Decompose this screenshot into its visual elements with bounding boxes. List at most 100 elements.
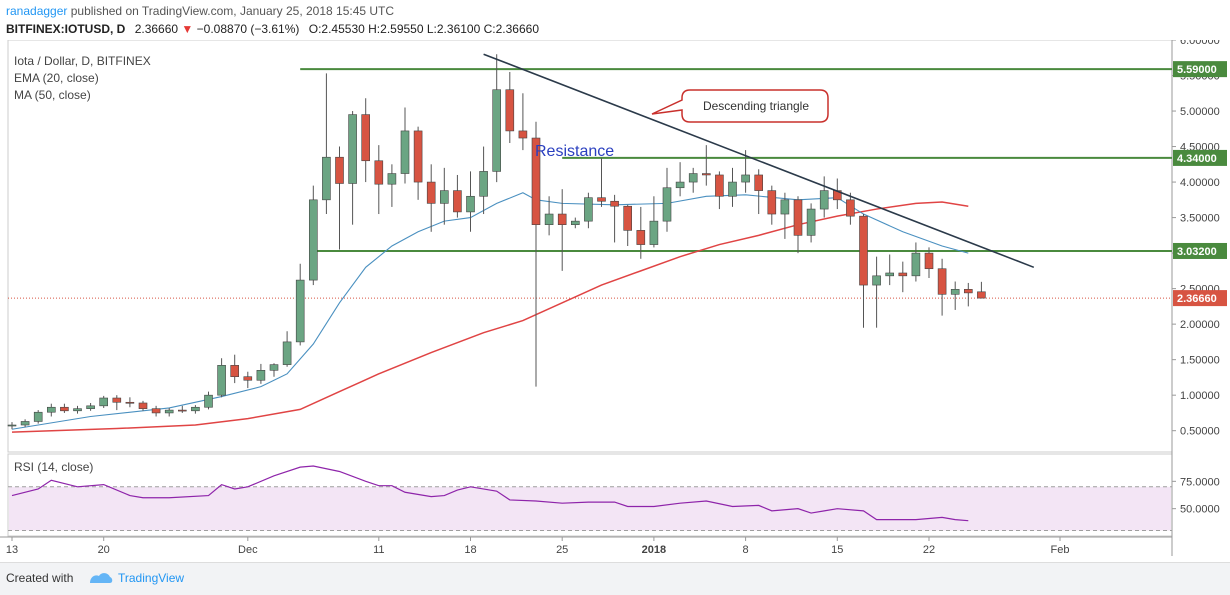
ma50-line: [11, 201, 969, 433]
candle-body: [400, 130, 410, 174]
resistance-annotation: Resistance: [535, 143, 614, 160]
candle-body: [125, 401, 135, 404]
candle-body: [688, 173, 698, 183]
candle-body: [675, 181, 685, 189]
level-price-label: 3.03200: [1177, 246, 1217, 258]
x-tick-label: Feb: [1051, 544, 1070, 556]
candle-body: [322, 156, 331, 201]
price-chart[interactable]: 6.000005.500005.000004.500004.000003.500…: [0, 35, 1230, 560]
candle-body: [570, 220, 580, 225]
x-tick-label: 11: [373, 544, 384, 556]
y-tick-label: 0.50000: [1180, 426, 1220, 438]
candle-body: [846, 199, 855, 217]
candle-body: [191, 406, 200, 412]
x-tick-label: 8: [743, 544, 749, 556]
triangle-annotation: Descending triangle: [703, 99, 809, 113]
triangle-callout-box: [651, 89, 829, 123]
candle-body: [138, 402, 148, 409]
level-price-badge: [1173, 242, 1227, 259]
tradingview-logo-icon[interactable]: [88, 570, 114, 586]
candle-body: [963, 289, 973, 294]
candle-body: [584, 197, 593, 222]
candle-body: [701, 173, 711, 176]
candle-body: [204, 394, 213, 408]
candle-body: [466, 195, 475, 213]
candle-body: [99, 397, 108, 407]
candle-body: [793, 199, 803, 236]
candle-body: [33, 411, 43, 422]
chart-header: ranadagger published on TradingView.com,…: [0, 0, 1230, 40]
author-link[interactable]: ranadagger: [6, 4, 68, 18]
rsi-line: [11, 465, 969, 522]
x-tick-label: 15: [831, 544, 843, 556]
ohlc-low: L:2.36100: [426, 22, 481, 36]
candle-body: [387, 173, 397, 185]
symbol-label: BITFINEX:IOTUSD, D: [6, 22, 126, 36]
candle-body: [623, 205, 633, 231]
candle-body: [662, 187, 672, 222]
candle-body: [230, 365, 239, 378]
candle-body: [492, 89, 502, 172]
footer-bar: Created with TradingView: [0, 562, 1230, 595]
candle-body: [164, 409, 174, 414]
y-tick-label: 5.00000: [1180, 106, 1220, 118]
down-arrow-icon: ▼: [181, 22, 194, 36]
ema20-line: [11, 192, 969, 430]
candle-body: [60, 406, 69, 412]
chart-title: Iota / Dollar, D, BITFINEX: [14, 54, 151, 68]
publish-line: ranadagger published on TradingView.com,…: [6, 4, 394, 18]
candle-body: [531, 137, 541, 225]
candle-body: [505, 89, 515, 132]
candle-body: [885, 272, 895, 277]
candle-body: [597, 197, 606, 202]
candle-body: [859, 215, 868, 286]
y-tick-label: 4.00000: [1180, 177, 1220, 189]
candle-body: [950, 289, 960, 295]
candle-body: [754, 174, 764, 191]
created-with-text: Created with: [6, 571, 74, 585]
ma-legend: MA (50, close): [14, 88, 91, 102]
candle-body: [20, 421, 30, 426]
x-tick-label: Dec: [238, 544, 258, 556]
candle-body: [544, 213, 554, 225]
x-tick-label: 20: [98, 544, 110, 556]
candle-body: [348, 114, 357, 184]
candle-body: [453, 190, 462, 213]
candle-body: [977, 291, 986, 299]
candle-body: [243, 376, 253, 381]
candle-body: [256, 370, 266, 381]
candle-body: [269, 364, 279, 371]
rsi-legend: RSI (14, close): [14, 460, 94, 474]
candle-body: [479, 171, 488, 197]
candle-body: [295, 279, 305, 343]
candle-body: [86, 405, 95, 409]
last-price: 2.36660: [134, 22, 179, 36]
candle-body: [557, 213, 567, 225]
candle-body: [610, 200, 619, 207]
candle-body: [806, 208, 816, 236]
chart-canvas[interactable]: 6.000005.500005.000004.500004.000003.500…: [0, 35, 1230, 560]
candle-body: [413, 130, 423, 183]
candle-body: [819, 190, 829, 210]
candle-body: [73, 408, 82, 412]
x-tick-label: 22: [923, 544, 935, 556]
candle-body: [46, 406, 56, 413]
x-tick-label: 18: [464, 544, 476, 556]
candle-body: [649, 220, 659, 245]
candle-body: [112, 397, 122, 403]
level-price-label: 4.34000: [1177, 153, 1217, 165]
rsi-tick-label: 50.0000: [1180, 504, 1220, 516]
price-change: −0.08870 (−3.61%): [196, 22, 300, 36]
tradingview-link[interactable]: TradingView: [118, 571, 185, 585]
candle-body: [217, 365, 226, 396]
candle-body: [361, 114, 371, 162]
candle-body: [7, 424, 17, 427]
x-tick-label: 2018: [642, 544, 666, 556]
candle-body: [911, 252, 921, 277]
candle-body: [715, 174, 724, 197]
ohlc-close: C:2.36660: [483, 22, 539, 36]
last-price-badge: [1173, 290, 1227, 307]
candle-body: [308, 199, 318, 281]
candle-body: [872, 275, 881, 286]
x-tick-label: 13: [6, 544, 18, 556]
